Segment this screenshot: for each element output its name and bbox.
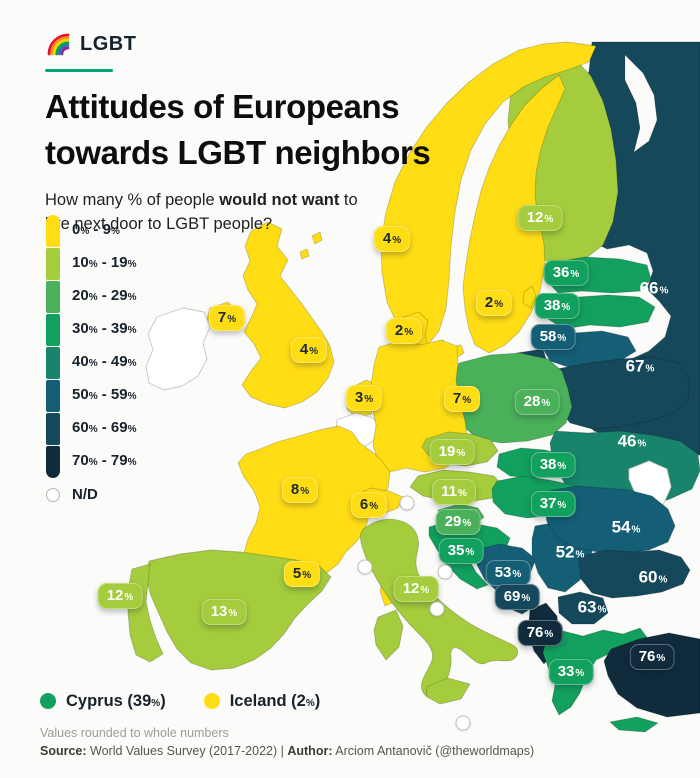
cyprus-dot-icon [40,693,56,709]
source-text: World Values Survey (2017-2022) | [86,744,288,758]
region-ireland [145,307,211,391]
author-label: Author: [287,744,333,758]
footer: Cyprus (39%) Iceland (2%) Values rounded … [40,688,534,758]
region-gotland [522,285,537,309]
legend-label-70-79: 70% - 79% [72,452,137,469]
legend-label-50-59: 50% - 59% [72,386,137,403]
region-andorra [297,574,307,584]
logo-text: LGBT [80,32,137,55]
white-sea [624,54,658,153]
page-title: Attitudes of Europeans towards LGBT neig… [45,84,431,175]
subtitle-bold: would not want [219,191,340,210]
legend-swatch-70-79 [46,446,60,478]
region-romania [543,485,676,555]
region-crete [609,716,659,733]
subtitle-post: to [339,191,358,210]
legend-label-60-69: 60% - 69% [72,419,137,436]
legend-label-40-49: 40% - 49% [72,353,137,370]
subtitle-pre: How many % of people [45,191,220,210]
rainbow-icon [47,33,70,56]
legend-swatch-50-59 [46,380,60,412]
legend-swatch-20-29 [46,281,60,313]
source-label: Source: [40,744,87,758]
legend-label-30-39: 30% - 39% [72,320,137,337]
header: LGBT Attitudes of Europeans towards LGBT… [45,30,431,237]
legend-nd-label: N/D [72,486,98,503]
subtitle-line-2: live next door to LGBT people? [45,214,273,233]
rounding-note: Values rounded to whole numbers [40,726,229,740]
source-line: Source: World Values Survey (2017-2022) … [40,744,534,758]
legend-label-0-9: 0% - 9% [72,221,120,238]
title-line-2: towards LGBT neighbors [45,133,431,171]
region-turkey [603,632,700,718]
region-great-britain [241,221,335,409]
region-sardinia [373,609,404,661]
subtitle: How many % of people would not want to l… [45,189,430,237]
offmap-label-cyprus: Cyprus (39%) [66,691,166,710]
logo: LGBT [45,30,430,58]
region-bulgaria [577,549,691,599]
offmap-label-iceland: Iceland (2%) [229,691,321,710]
author-text: Arciom Antanovič (@theworldmaps) [332,744,535,758]
legend-label-20-29: 20% - 29% [72,287,137,304]
region-sweden [462,74,566,354]
region-latvia [543,294,656,330]
region-north-macedonia [557,591,609,625]
legend-swatch-30-39 [46,314,60,346]
region-spain [145,549,332,671]
color-scale-legend: 0% - 9% 10% - 19% 20% - 29% 30% - 39% 40% - … [46,215,216,515]
offmap-legend: Cyprus (39%) Iceland (2%) [40,688,534,714]
offmap-item-cyprus: Cyprus (39%) [40,692,166,711]
legend-swatch-10-19 [46,248,60,280]
offmap-item-iceland: Iceland (2%) [203,691,321,711]
region-orkney [299,248,310,260]
legend-nd-circle [46,488,60,502]
region-sicily [425,677,471,705]
region-austria [409,469,505,503]
region-shetland [311,231,323,245]
legend-label-10-19: 10% - 19% [72,254,137,271]
region-estonia [546,256,652,294]
legend-swatch-0-9 [46,215,60,247]
legend-swatch-60-69 [46,413,60,445]
legend-swatch-40-49 [46,347,60,379]
region-poland [454,352,573,444]
title-line-1: Attitudes of Europeans [45,88,400,125]
iceland-dot-icon [203,693,220,709]
logo-underline [45,69,113,72]
